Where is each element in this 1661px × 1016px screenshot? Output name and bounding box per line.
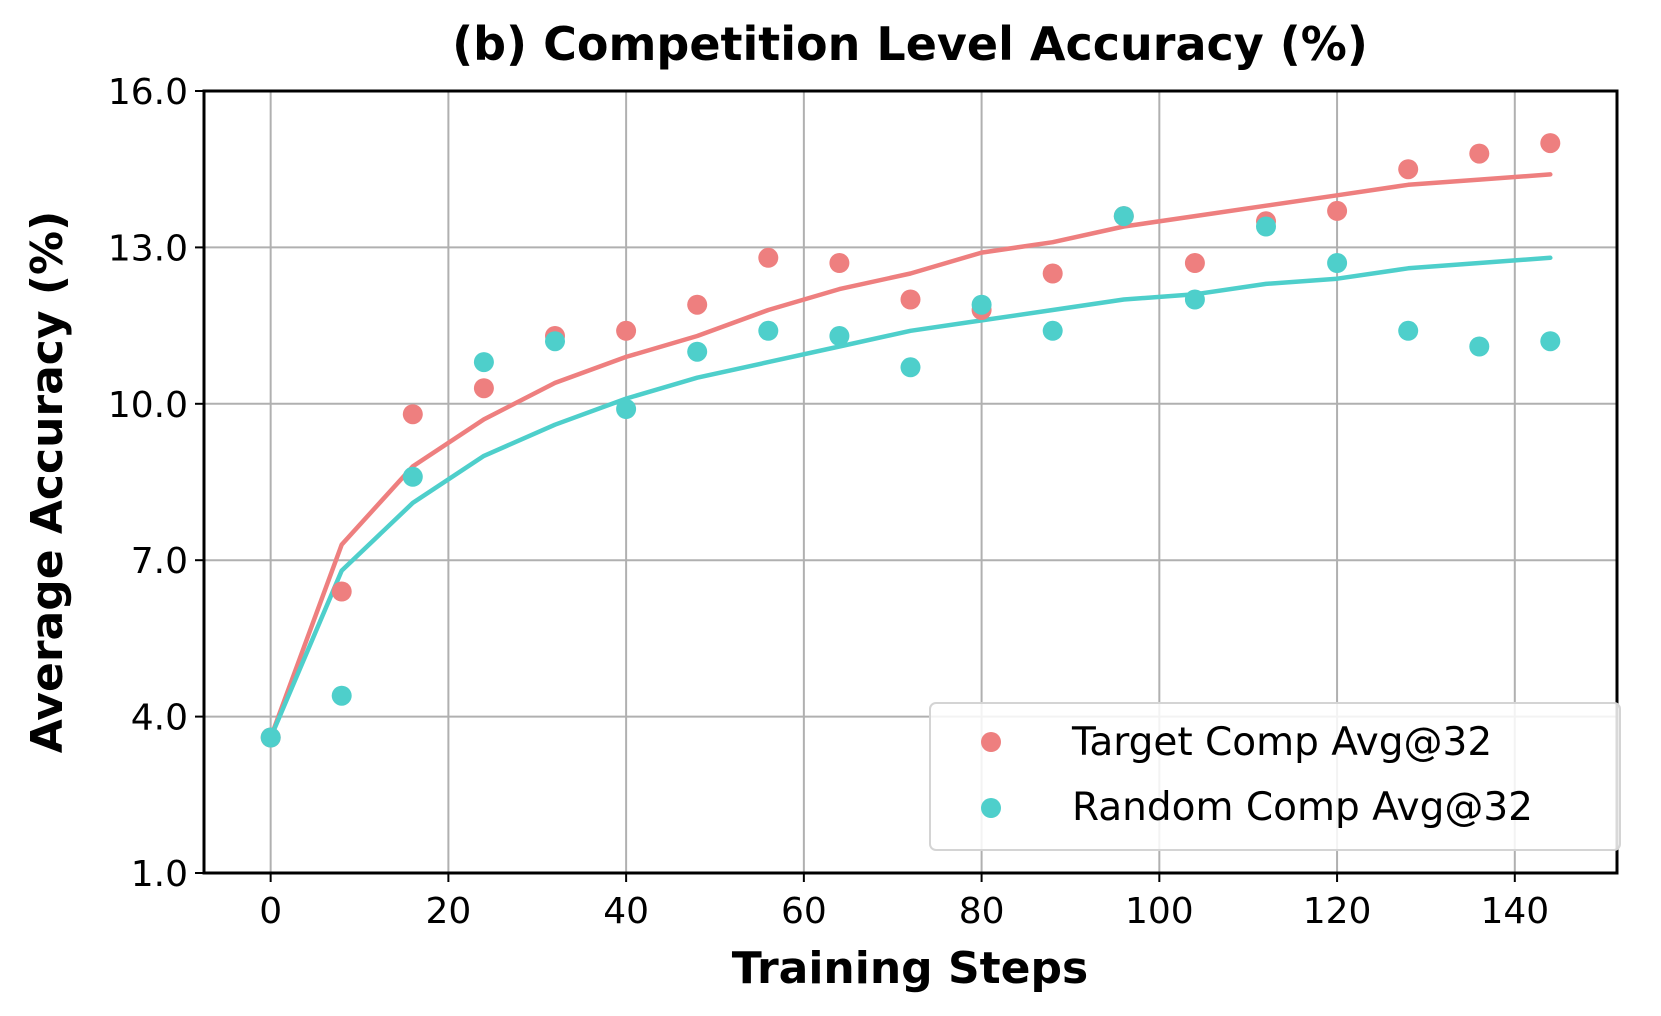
point-target — [331, 581, 352, 602]
x-tick-label: 140 — [1480, 891, 1549, 932]
plot-frame — [202, 89, 1619, 875]
point-random — [1398, 320, 1419, 341]
x-tick-label: 20 — [425, 891, 471, 932]
legend-marker-target — [981, 732, 1001, 752]
point-target — [473, 378, 494, 399]
x-tick-label: 120 — [1303, 891, 1372, 932]
x-tick-label: 40 — [603, 891, 649, 932]
point-random — [1113, 206, 1134, 227]
legend-box — [929, 702, 1621, 851]
point-target — [1469, 143, 1490, 164]
point-target — [687, 294, 708, 315]
y-tick-label: 16.0 — [108, 72, 188, 113]
point-random — [829, 326, 850, 346]
trend-line-random — [268, 255, 1553, 740]
y-tick-label: 1.0 — [131, 854, 188, 895]
point-target — [1327, 200, 1348, 221]
point-target — [616, 320, 637, 341]
point-target — [402, 404, 423, 425]
point-random — [616, 399, 637, 419]
point-random — [900, 357, 921, 378]
point-random — [1184, 289, 1205, 310]
point-random — [687, 341, 708, 362]
chart-title: (b) Competition Level Accuracy (%) — [452, 17, 1368, 71]
point-random — [545, 331, 565, 352]
x-tick-label: 100 — [1125, 891, 1194, 932]
x-tick-label: 60 — [781, 891, 827, 932]
y-tick-label: 10.0 — [108, 385, 188, 426]
point-random — [473, 352, 494, 373]
point-target — [1042, 263, 1063, 284]
legend: Target Comp Avg@32 Random Comp Avg@32 — [929, 702, 1621, 851]
point-target — [758, 247, 779, 268]
point-random — [758, 320, 779, 341]
y-axis-label: Average Accuracy (%) — [22, 211, 73, 753]
y-tick-label: 4.0 — [131, 698, 188, 739]
legend-marker-random — [981, 798, 1001, 818]
y-tick-label: 13.0 — [108, 228, 188, 269]
point-random — [1469, 336, 1490, 357]
legend-label-target: Target Comp Avg@32 — [1071, 720, 1492, 765]
point-random — [260, 727, 281, 748]
point-random — [1256, 216, 1276, 237]
point-random — [1042, 320, 1063, 341]
trend-line-target — [268, 172, 1553, 740]
x-tick-label: 0 — [259, 891, 282, 932]
point-random — [971, 294, 992, 315]
point-random — [402, 466, 423, 487]
point-random — [1327, 253, 1348, 273]
x-tick-label: 80 — [959, 891, 1005, 932]
point-random — [1540, 331, 1561, 352]
point-target — [829, 253, 850, 273]
legend-label-random: Random Comp Avg@32 — [1072, 785, 1533, 830]
point-random — [331, 685, 352, 706]
point-target — [900, 289, 921, 310]
point-target — [1184, 253, 1205, 273]
x-axis-label: Training Steps — [732, 943, 1088, 994]
y-tick-label: 7.0 — [131, 541, 188, 582]
point-target — [1540, 133, 1561, 154]
point-target — [1398, 159, 1419, 180]
